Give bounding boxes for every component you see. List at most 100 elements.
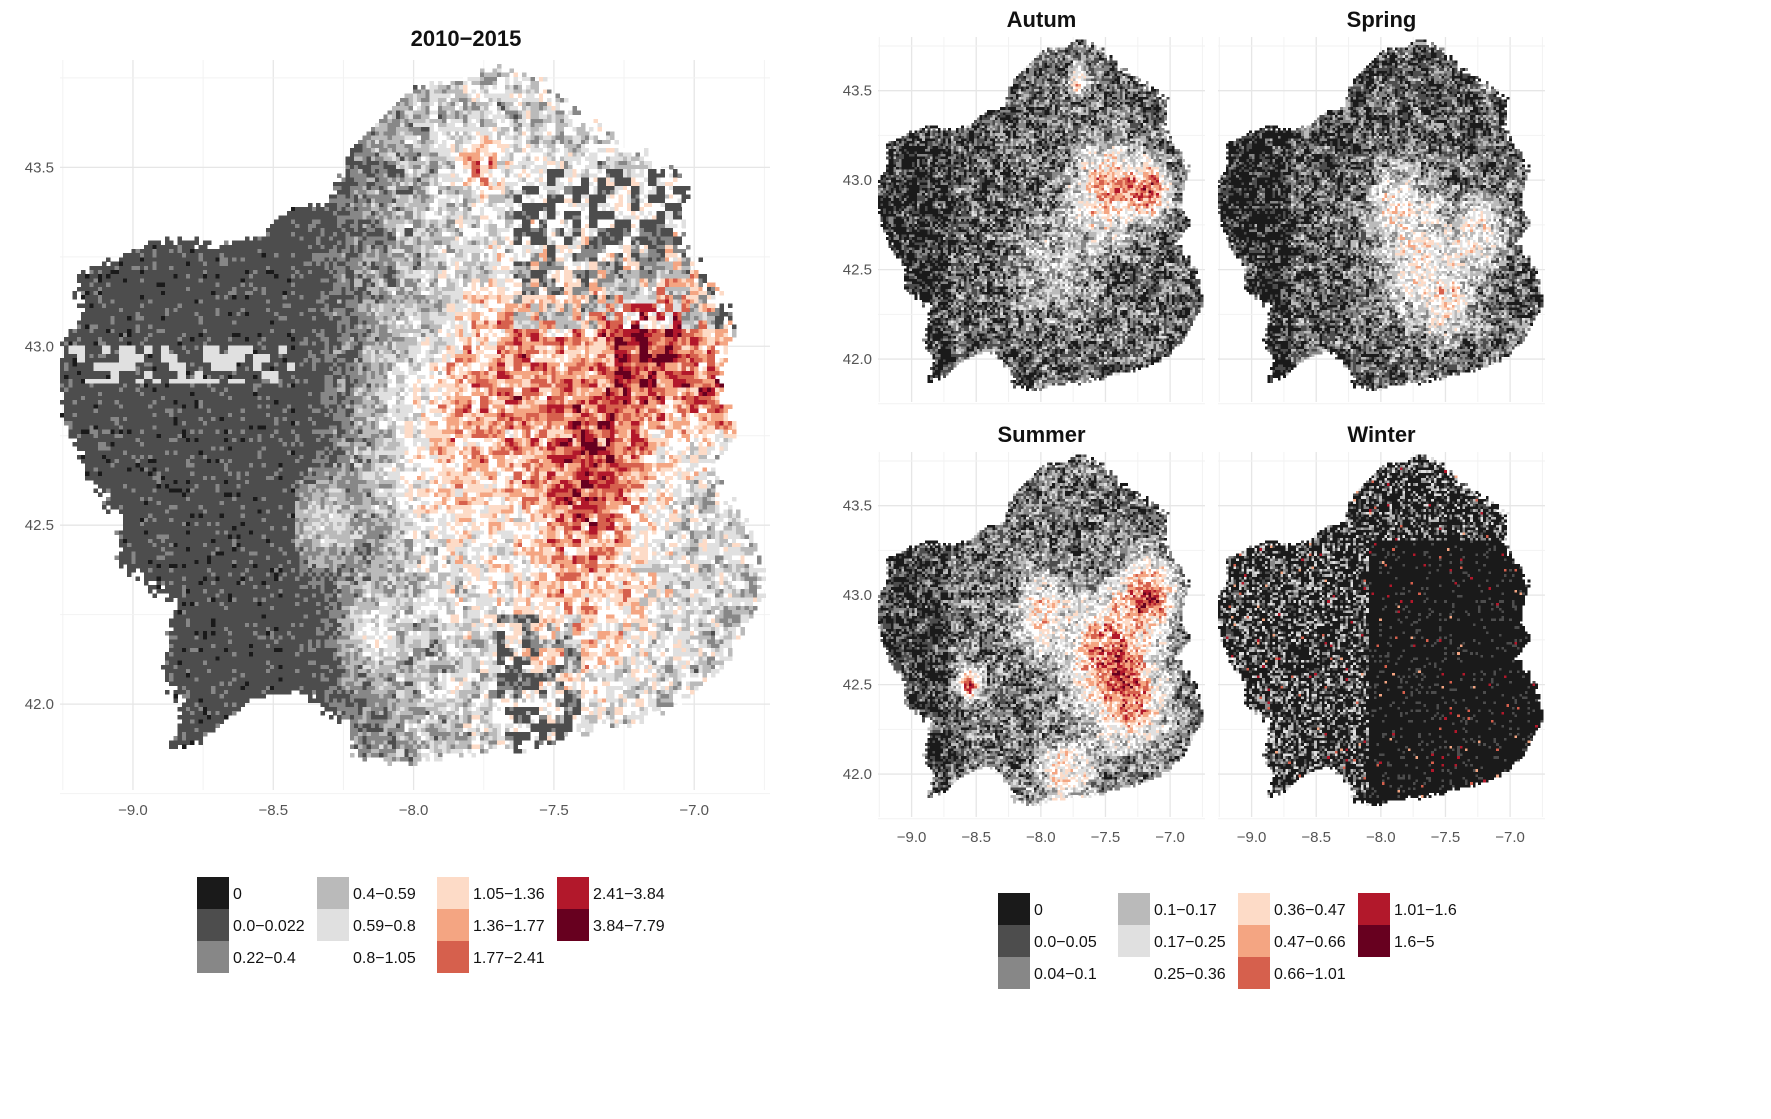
raster-cell: [677, 228, 682, 233]
raster-cell: [514, 157, 519, 162]
raster-cell: [362, 144, 367, 149]
raster-cell: [409, 224, 414, 229]
raster-cell: [404, 207, 409, 212]
raster-cell: [560, 123, 565, 128]
raster-cell: [392, 203, 397, 208]
raster-cell: [556, 169, 561, 174]
raster-cell: [480, 207, 485, 212]
raster-cell: [598, 173, 603, 178]
raster-cell: [568, 199, 573, 204]
raster-cell: [337, 220, 342, 225]
raster-cell: [535, 98, 540, 103]
raster-cell: [367, 194, 372, 199]
raster-cell: [430, 85, 435, 90]
raster-cell: [367, 199, 372, 204]
raster-cell: [585, 203, 590, 208]
raster-cell: [581, 182, 586, 187]
raster-cell: [560, 165, 565, 170]
raster-cell: [392, 110, 397, 115]
raster-cell: [610, 224, 615, 229]
raster-cell: [619, 186, 624, 191]
raster-cell: [484, 89, 489, 94]
raster-cell: [316, 215, 321, 220]
raster-cell: [417, 115, 422, 120]
raster-cell: [404, 157, 409, 162]
raster-cell: [438, 178, 443, 183]
raster-cell: [577, 169, 582, 174]
raster-cell: [413, 203, 418, 208]
raster-cell: [346, 228, 351, 233]
raster-cell: [421, 127, 426, 132]
raster-cell: [623, 215, 628, 220]
raster-cell: [568, 203, 573, 208]
raster-cell: [430, 106, 435, 111]
raster-cell: [442, 165, 447, 170]
raster-cell: [400, 173, 405, 178]
raster-cell: [430, 127, 435, 132]
raster-cell: [551, 224, 556, 229]
raster-cell: [623, 186, 628, 191]
raster-cell: [350, 207, 355, 212]
raster-cell: [451, 157, 456, 162]
raster-cell: [396, 165, 401, 170]
raster-cell: [656, 194, 661, 199]
raster-cell: [375, 148, 380, 153]
raster-cell: [619, 148, 624, 153]
raster-cell: [455, 157, 460, 162]
raster-cell: [644, 148, 649, 153]
raster-cell: [493, 98, 498, 103]
raster-cell: [480, 194, 485, 199]
raster-cell: [350, 211, 355, 216]
raster-cell: [291, 224, 296, 229]
raster-cell: [400, 119, 405, 124]
raster-cell: [413, 106, 418, 111]
raster-cell: [572, 194, 577, 199]
raster-cell: [610, 148, 615, 153]
raster-cell: [341, 182, 346, 187]
raster-cell: [446, 152, 451, 157]
raster-cell: [463, 148, 468, 153]
raster-cell: [518, 144, 523, 149]
raster-cell: [379, 220, 384, 225]
raster-cell: [619, 224, 624, 229]
raster-cell: [577, 207, 582, 212]
raster-cell: [610, 190, 615, 195]
raster-cell: [346, 203, 351, 208]
raster-cell: [539, 152, 544, 157]
raster-cell: [526, 140, 531, 145]
raster-cell: [358, 203, 363, 208]
raster-cell: [593, 157, 598, 162]
raster-cell: [333, 207, 338, 212]
raster-cell: [530, 85, 535, 90]
raster-cell: [421, 224, 426, 229]
raster-cell: [413, 136, 418, 141]
raster-cell: [665, 215, 670, 220]
raster-cell: [593, 220, 598, 225]
raster-cell: [337, 190, 342, 195]
raster-cell: [509, 203, 514, 208]
raster-cell: [442, 203, 447, 208]
raster-cell: [463, 131, 468, 136]
raster-cell: [593, 136, 598, 141]
raster-cell: [551, 178, 556, 183]
raster-cell: [535, 81, 540, 86]
raster-cell: [409, 106, 414, 111]
raster-cell: [572, 157, 577, 162]
raster-cell: [472, 89, 477, 94]
raster-cell: [488, 98, 493, 103]
raster-cell: [341, 224, 346, 229]
raster-cell: [661, 173, 666, 178]
raster-cell: [585, 199, 590, 204]
raster-cell: [472, 190, 477, 195]
raster-cell: [346, 232, 351, 237]
raster-cell: [589, 224, 594, 229]
raster-cell: [463, 178, 468, 183]
raster-cell: [476, 148, 481, 153]
raster-cell: [497, 207, 502, 212]
raster-cell: [367, 220, 372, 225]
raster-cell: [614, 165, 619, 170]
raster-cell: [547, 102, 552, 107]
raster-cell: [509, 77, 514, 82]
raster-cell: [623, 169, 628, 174]
raster-cell: [505, 106, 510, 111]
